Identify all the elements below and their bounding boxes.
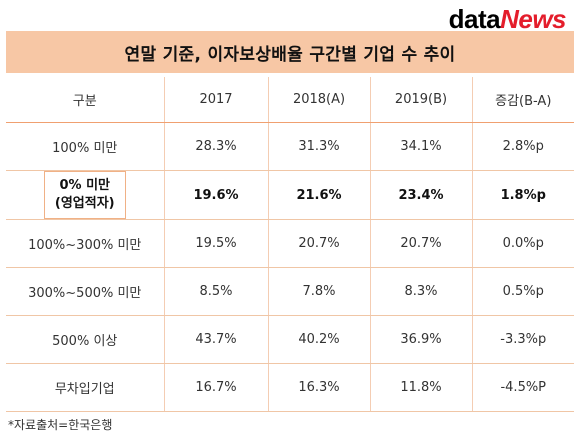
cell-value: 19.5%: [163, 219, 268, 268]
page-title: 연말 기준, 이자보상배율 구간별 기업 수 추이: [124, 44, 456, 65]
cell-value: 11.8%: [369, 363, 472, 412]
table-row: 100% 미만 28.3% 31.3% 34.1% 2.8%p: [6, 122, 574, 171]
table-row-highlight: 0% 미만 (영업적자) 19.6% 21.6% 23.4% 1.8%p: [6, 170, 574, 220]
cell-value: 23.4%: [369, 170, 472, 220]
cell-value: 8.3%: [369, 267, 472, 316]
cell-value: 21.6%: [267, 170, 370, 220]
header-2018: 2018(A): [267, 77, 370, 123]
cell-value: 1.8%p: [471, 170, 574, 220]
cell-value: 16.7%: [163, 363, 268, 412]
row-label: 300%~500% 미만: [6, 267, 164, 316]
source-footnote: *자료출처=한국은행: [8, 418, 113, 432]
table-row: 100%~300% 미만 19.5% 20.7% 20.7% 0.0%p: [6, 219, 574, 268]
logo-news-text: News: [500, 4, 566, 34]
cell-value: 34.1%: [369, 122, 472, 171]
cell-value: -3.3%p: [471, 315, 574, 364]
row-label: 100% 미만: [6, 122, 164, 171]
table-header-row: 구분 2017 2018(A) 2019(B) 증감(B-A): [6, 77, 574, 123]
cell-value: 36.9%: [369, 315, 472, 364]
header-category: 구분: [6, 77, 164, 123]
row-label: 100%~300% 미만: [6, 219, 164, 268]
cell-value: 0.0%p: [471, 219, 574, 268]
cell-value: 20.7%: [369, 219, 472, 268]
row-label-line1: 0% 미만: [59, 178, 110, 193]
cell-value: 19.6%: [163, 170, 268, 220]
row-label: 500% 이상: [6, 315, 164, 364]
cell-value: 16.3%: [267, 363, 370, 412]
data-table: 구분 2017 2018(A) 2019(B) 증감(B-A) 100% 미만 …: [6, 77, 574, 412]
cell-value: 31.3%: [267, 122, 370, 171]
cell-value: 40.2%: [267, 315, 370, 364]
row-label-line2: (영업적자): [54, 196, 115, 211]
cell-value: 2.8%p: [471, 122, 574, 171]
table-row: 500% 이상 43.7% 40.2% 36.9% -3.3%p: [6, 315, 574, 364]
title-banner: 연말 기준, 이자보상배율 구간별 기업 수 추이: [6, 31, 574, 73]
logo-data-text: data: [448, 4, 501, 34]
row-label: 무차입기업: [6, 363, 164, 412]
header-2019: 2019(B): [369, 77, 472, 123]
datanews-logo: data News: [449, 4, 567, 34]
sublabel-box: 0% 미만 (영업적자): [43, 171, 126, 219]
cell-value: 8.5%: [163, 267, 268, 316]
cell-value: -4.5%P: [471, 363, 574, 412]
header-2017: 2017: [163, 77, 268, 123]
table-row: 300%~500% 미만 8.5% 7.8% 8.3% 0.5%p: [6, 267, 574, 316]
cell-value: 28.3%: [163, 122, 268, 171]
cell-value: 0.5%p: [471, 267, 574, 316]
cell-value: 20.7%: [267, 219, 370, 268]
cell-value: 7.8%: [267, 267, 370, 316]
table-row: 무차입기업 16.7% 16.3% 11.8% -4.5%P: [6, 363, 574, 412]
cell-value: 43.7%: [163, 315, 268, 364]
row-label: 0% 미만 (영업적자): [6, 170, 164, 220]
header-change: 증감(B-A): [471, 77, 574, 123]
